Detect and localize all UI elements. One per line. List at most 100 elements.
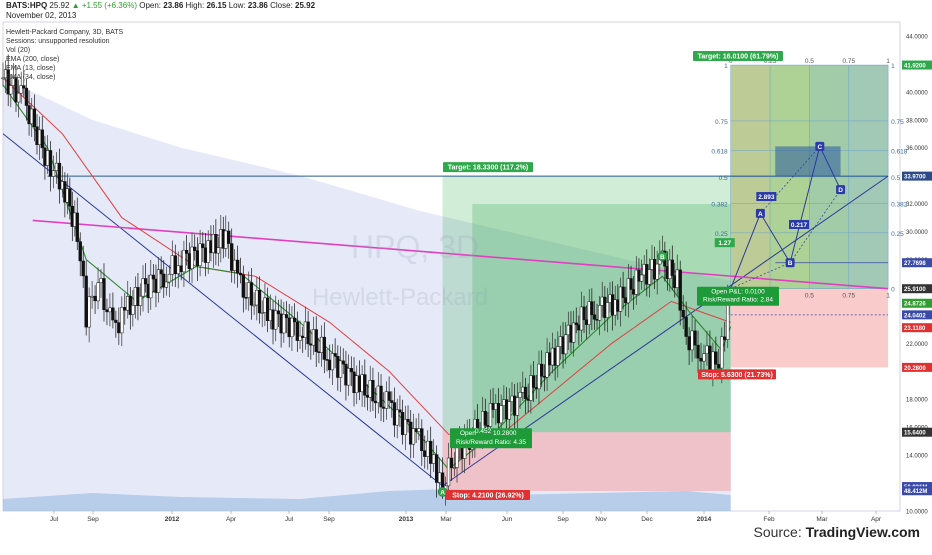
candle-body xyxy=(37,129,42,145)
position2-info-box xyxy=(697,286,779,306)
candle-body xyxy=(368,380,372,398)
candle-body xyxy=(235,259,240,274)
candle-body xyxy=(90,295,94,298)
fib-time-bottom-4: 1 xyxy=(886,293,890,300)
legend-ema13[interactable]: EMA (13, close) xyxy=(6,65,56,72)
candle-body xyxy=(626,278,631,304)
candle-body xyxy=(510,395,514,402)
candle-body xyxy=(371,380,375,402)
price-label-4: 24.8726 xyxy=(904,302,926,308)
candle-body xyxy=(149,274,153,299)
fib-level-label-right-5: 0.75 xyxy=(891,119,904,126)
high-value: 26.15 xyxy=(206,1,227,10)
candle-body xyxy=(138,295,143,306)
candle-body xyxy=(387,391,391,401)
close-label: Close: xyxy=(270,1,293,10)
candle-body xyxy=(376,385,380,404)
candle-body xyxy=(87,296,91,328)
candle-body xyxy=(494,403,498,410)
candle-body xyxy=(176,265,180,275)
candle-body xyxy=(230,243,234,271)
fib-level-label-right-2: 0.382 xyxy=(891,201,908,208)
x-tick-sep: Sep xyxy=(557,516,569,523)
price-label-box-10 xyxy=(902,486,932,496)
candle-body xyxy=(678,269,682,311)
source-brand: TradingView.com xyxy=(805,524,920,540)
candle-body xyxy=(54,162,59,171)
position2-stop-label-box xyxy=(698,369,776,380)
position1-stop-label-box xyxy=(446,490,530,501)
x-tick-jun: Jun xyxy=(502,516,513,523)
candle-body xyxy=(276,310,281,315)
candle-body xyxy=(518,392,522,398)
candle-body xyxy=(159,269,163,275)
candle-body xyxy=(99,278,103,284)
candle-body xyxy=(48,150,53,177)
source-prefix: Source: xyxy=(753,524,802,540)
fib-level-label-left-5: 0.75 xyxy=(715,119,728,126)
candle-body xyxy=(170,255,174,275)
candle-body xyxy=(75,212,79,242)
candle-body xyxy=(344,363,348,386)
y-tick-18: 18.0000 xyxy=(906,398,928,404)
candle-body xyxy=(247,282,251,298)
legend-vol[interactable]: Vol (20) xyxy=(6,47,31,54)
candle-body xyxy=(449,457,454,468)
candle-body xyxy=(534,387,538,390)
candle-body xyxy=(30,108,34,125)
candle-body xyxy=(726,299,730,340)
candle-body xyxy=(227,230,231,244)
candle-body xyxy=(723,336,727,340)
high-label: High: xyxy=(185,1,205,10)
candle-body xyxy=(201,243,205,249)
candle-body xyxy=(452,467,457,469)
candle-body xyxy=(268,309,272,321)
price-label-box-7 xyxy=(902,362,932,372)
candle-body xyxy=(265,297,270,321)
candle-body xyxy=(566,324,570,335)
candle-body xyxy=(111,307,115,321)
legend-ema200[interactable]: EMA (200, close) xyxy=(6,56,60,63)
fib-level-label-right-0: 0 xyxy=(891,287,895,294)
pattern2-label-A: A xyxy=(758,211,763,218)
pattern1-point-B xyxy=(657,251,668,262)
legend-ema34[interactable]: EMA (34, close) xyxy=(6,74,56,81)
candle-body xyxy=(545,352,549,378)
candle-body xyxy=(336,356,340,378)
candle-body xyxy=(108,307,112,313)
chart-header: BATS:HPQ 25.92 ▲ +1.55 (+6.36%) Open: 23… xyxy=(6,1,315,10)
candle-body xyxy=(279,313,283,334)
candle-body xyxy=(328,359,332,371)
x-tick-sep: Sep xyxy=(323,516,335,523)
candle-body xyxy=(616,299,620,312)
open-value: 23.86 xyxy=(163,1,184,10)
candle-body xyxy=(496,403,501,424)
x-tick-jul: Jul xyxy=(285,516,294,523)
candle-body xyxy=(426,440,430,457)
position2-target-label-box xyxy=(693,51,783,62)
pattern2-label-B: B xyxy=(788,260,793,267)
candle-body xyxy=(287,317,291,338)
candle-body xyxy=(403,418,407,435)
fib-level-label-left-3: 0.5 xyxy=(719,175,728,182)
candle-body xyxy=(488,403,493,427)
candle-body xyxy=(114,319,118,323)
price-label-7: 20.2800 xyxy=(904,366,926,372)
candle-body xyxy=(322,336,326,360)
source-credit[interactable]: Source: TradingView.com xyxy=(753,524,920,540)
candle-body xyxy=(43,147,47,166)
price-label-2: 27.7698 xyxy=(904,261,926,267)
price-label-box-8 xyxy=(902,427,932,437)
candle-body xyxy=(271,309,275,330)
candle-body xyxy=(437,472,442,483)
candle-body xyxy=(670,259,674,276)
price-label-box-1 xyxy=(902,171,932,181)
candle-body xyxy=(687,336,691,351)
candle-body xyxy=(167,274,171,283)
pattern2-xb-diagonal xyxy=(730,262,791,289)
price-label-box-0 xyxy=(902,60,932,70)
watermark-symbol: HPQ, 3D xyxy=(351,229,479,265)
candle-body xyxy=(647,269,652,285)
